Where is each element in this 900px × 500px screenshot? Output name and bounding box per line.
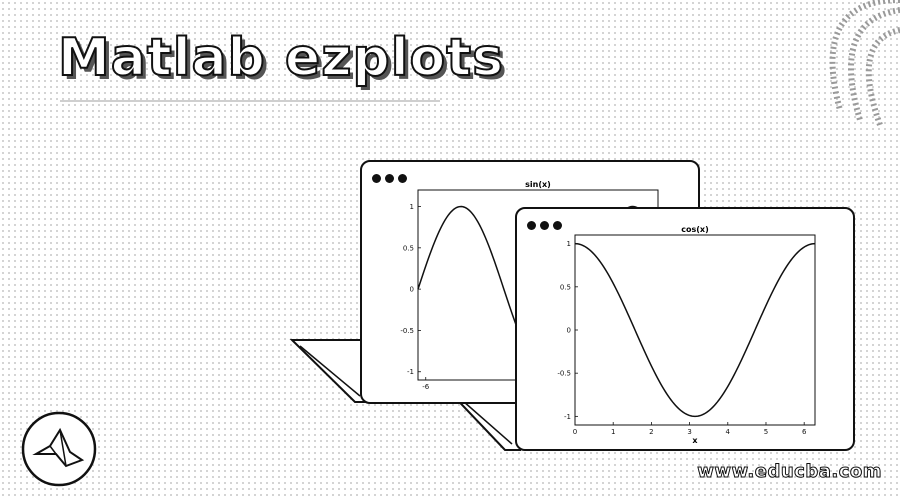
- y-tick-label: 1: [410, 203, 414, 211]
- y-tick-label: -1: [407, 368, 414, 376]
- watermark: www.educba.com: [697, 461, 882, 483]
- page-title: Matlab ezplots: [57, 27, 505, 89]
- y-tick-label: 1: [567, 240, 571, 248]
- x-tick-label: 2: [649, 428, 653, 436]
- y-tick-label: 0.5: [403, 244, 414, 252]
- x-tick-label: 5: [764, 428, 768, 436]
- cos-chart: cos(x) -1 -0.5 0 0.5 1 0 1 2 3 4 5 6 x: [557, 225, 816, 445]
- close-dot-icon[interactable]: [527, 221, 536, 230]
- y-tick-label: -0.5: [400, 327, 414, 335]
- matlab-membrane-logo-icon: [21, 411, 97, 487]
- corner-swirl-decoration: [829, 0, 900, 126]
- chart-title: sin(x): [525, 180, 551, 189]
- maximize-dot-icon[interactable]: [398, 174, 407, 183]
- close-dot-icon[interactable]: [372, 174, 381, 183]
- series-line: [574, 242, 816, 418]
- y-tick-label: -1: [564, 413, 571, 421]
- title-underline: [60, 100, 440, 102]
- y-tick-label: -0.5: [557, 370, 571, 378]
- x-axis-label: x: [692, 436, 698, 445]
- x-tick-label: -6: [422, 383, 430, 391]
- maximize-dot-icon[interactable]: [553, 221, 562, 230]
- x-tick-label: 1: [611, 428, 615, 436]
- window-control-dots: [527, 217, 566, 235]
- minimize-dot-icon[interactable]: [540, 221, 549, 230]
- x-tick-label: 6: [802, 428, 807, 436]
- window-control-dots: [372, 170, 411, 188]
- x-tick-label: 0: [573, 428, 577, 436]
- x-tick-label: 4: [726, 428, 731, 436]
- plot-area: [574, 234, 816, 426]
- minimize-dot-icon[interactable]: [385, 174, 394, 183]
- x-tick-label: 3: [687, 428, 691, 436]
- cos-plot-window[interactable]: cos(x) -1 -0.5 0 0.5 1 0 1 2 3 4 5 6 x: [515, 207, 855, 451]
- chart-title: cos(x): [681, 225, 708, 234]
- y-tick-label: 0: [410, 286, 414, 294]
- y-tick-label: 0: [567, 327, 571, 335]
- y-tick-label: 0.5: [560, 283, 571, 291]
